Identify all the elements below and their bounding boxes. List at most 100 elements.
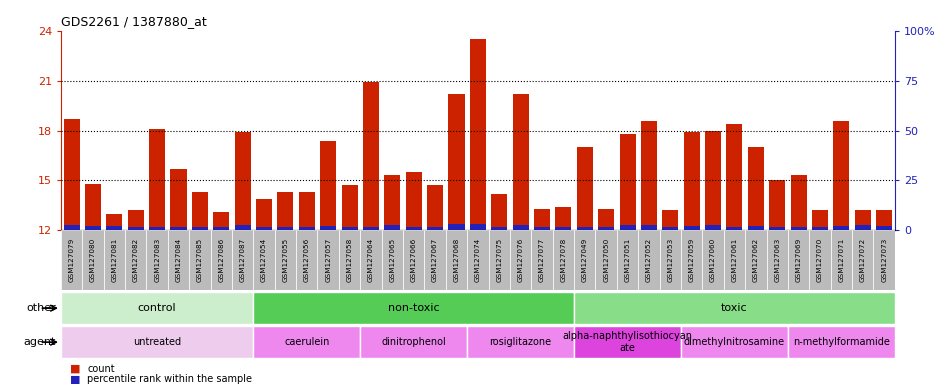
Text: GSM127066: GSM127066 (410, 238, 417, 282)
Text: GSM127056: GSM127056 (303, 238, 310, 282)
Text: toxic: toxic (721, 303, 747, 313)
Bar (640, 225, 656, 230)
Text: GSM127063: GSM127063 (773, 238, 780, 282)
Bar (619, 225, 635, 230)
Bar (469, 224, 486, 230)
Bar (362, 227, 378, 230)
Bar (448, 224, 464, 230)
Bar (619, 134, 635, 230)
Bar (384, 175, 400, 230)
Text: dimethylnitrosamine: dimethylnitrosamine (683, 337, 784, 347)
Bar (342, 227, 358, 230)
Bar (512, 225, 528, 230)
Text: GSM127050: GSM127050 (603, 238, 608, 282)
Text: GSM127078: GSM127078 (560, 238, 565, 282)
Bar (427, 185, 443, 230)
Bar (577, 147, 592, 230)
Bar (234, 225, 251, 230)
Bar (253, 230, 274, 290)
Bar (64, 225, 80, 230)
Bar (574, 230, 595, 290)
Text: percentile rank within the sample: percentile rank within the sample (87, 374, 252, 384)
Bar (640, 121, 656, 230)
Bar (812, 210, 827, 230)
Bar (488, 230, 509, 290)
Bar (787, 326, 894, 358)
Bar (384, 225, 400, 230)
Bar (402, 230, 424, 290)
Bar (256, 199, 271, 230)
Bar (405, 227, 421, 230)
Text: rosiglitazone: rosiglitazone (489, 337, 551, 347)
Bar (320, 141, 336, 230)
Bar (61, 293, 253, 324)
Bar (427, 227, 443, 230)
Bar (106, 226, 123, 230)
Bar (213, 212, 229, 230)
Text: dinitrophenol: dinitrophenol (381, 337, 446, 347)
Bar (149, 129, 165, 230)
Bar (381, 230, 402, 290)
Text: n-methylformamide: n-methylformamide (792, 337, 889, 347)
Bar (725, 227, 741, 230)
Bar (299, 192, 314, 230)
Text: GSM127057: GSM127057 (325, 238, 330, 282)
Text: GSM127082: GSM127082 (133, 238, 139, 282)
Bar (168, 230, 189, 290)
Text: count: count (87, 364, 114, 374)
Bar (534, 227, 549, 230)
Bar (574, 326, 680, 358)
Bar (149, 227, 165, 230)
Bar (424, 230, 446, 290)
Text: non-toxic: non-toxic (388, 303, 439, 313)
Text: GSM127061: GSM127061 (731, 238, 737, 282)
Text: GSM127083: GSM127083 (154, 238, 160, 282)
Bar (170, 169, 186, 230)
Bar (256, 227, 271, 230)
Bar (555, 227, 571, 230)
Bar (875, 226, 891, 230)
Bar (637, 230, 659, 290)
Bar (274, 230, 296, 290)
Text: GSM127070: GSM127070 (816, 238, 822, 282)
Bar (577, 227, 592, 230)
Text: GSM127067: GSM127067 (431, 238, 438, 282)
Text: GSM127062: GSM127062 (752, 238, 758, 282)
Bar (662, 210, 678, 230)
Bar (82, 230, 104, 290)
Bar (809, 230, 830, 290)
Bar (875, 210, 891, 230)
Bar (790, 227, 806, 230)
Text: GSM127081: GSM127081 (111, 238, 117, 282)
Text: GSM127058: GSM127058 (346, 238, 352, 282)
Text: GSM127069: GSM127069 (795, 238, 801, 282)
Bar (744, 230, 766, 290)
Bar (683, 132, 699, 230)
Text: GSM127055: GSM127055 (282, 238, 288, 282)
Text: GSM127072: GSM127072 (859, 238, 865, 282)
Bar (446, 230, 467, 290)
Bar (787, 230, 809, 290)
Bar (253, 326, 359, 358)
Bar (467, 230, 488, 290)
Bar (574, 293, 894, 324)
Bar (830, 230, 851, 290)
Bar (790, 175, 806, 230)
Text: agent: agent (23, 337, 56, 347)
Bar (124, 230, 146, 290)
Text: GSM127087: GSM127087 (240, 238, 245, 282)
Bar (448, 94, 464, 230)
Bar (192, 227, 208, 230)
Bar (597, 209, 613, 230)
Bar (359, 326, 467, 358)
Text: GSM127071: GSM127071 (838, 238, 843, 282)
Bar (768, 180, 784, 230)
Text: GSM127076: GSM127076 (517, 238, 523, 282)
Bar (170, 227, 186, 230)
Bar (467, 326, 574, 358)
Bar (320, 226, 336, 230)
Bar (832, 121, 849, 230)
Bar (531, 230, 552, 290)
Bar (832, 226, 849, 230)
Text: GSM127085: GSM127085 (197, 238, 203, 282)
